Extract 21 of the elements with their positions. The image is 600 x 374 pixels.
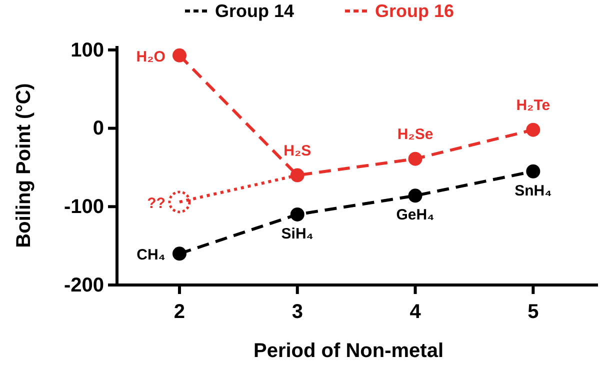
annotation: SnH₄	[514, 182, 552, 200]
annotation: SiH₄	[281, 225, 314, 242]
y-tick-label: -200	[64, 274, 104, 296]
annotation: GeH₄	[396, 206, 434, 224]
annotation: ??	[147, 194, 166, 212]
y-tick-label: 100	[70, 39, 104, 62]
y-tick-label: 0	[92, 118, 104, 140]
y-axis-title: Boiling Point (°C)	[13, 83, 35, 248]
x-tick-label: 4	[410, 301, 422, 324]
annotation: H₂Te	[516, 96, 550, 114]
annotation: H₂O	[136, 48, 166, 66]
x-tick-label: 5	[528, 301, 539, 324]
y-tick-label: -100	[64, 196, 104, 218]
x-tick-label: 3	[292, 301, 303, 324]
x-tick-label: 2	[174, 301, 186, 324]
legend-label: Group 16	[375, 1, 454, 21]
x-axis-title: Period of Non-metal	[253, 340, 444, 362]
legend-label: Group 14	[215, 1, 294, 21]
annotation: H₂Se	[397, 126, 434, 143]
annotation: CH₄	[136, 246, 166, 264]
annotation: H₂S	[284, 142, 312, 160]
